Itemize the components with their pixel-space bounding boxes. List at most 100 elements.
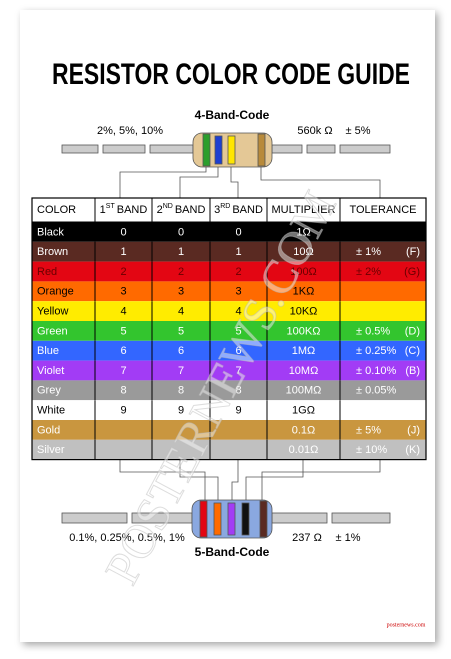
multiplier: 10KΩ	[290, 306, 318, 318]
row-bg	[32, 420, 426, 440]
row-bg	[32, 340, 426, 361]
tolerance: ± 0.05%	[356, 385, 397, 397]
band-digit: 4	[235, 306, 241, 318]
tolerance: ± 2%	[356, 266, 381, 278]
tolerance-code: (J)	[407, 424, 420, 436]
tolerance: ± 10%	[356, 444, 387, 456]
multiplier: 10MΩ	[289, 365, 319, 377]
multiplier: 10Ω	[293, 246, 313, 258]
example-value: 237 Ω	[292, 532, 322, 544]
multiplier: 100MΩ	[286, 385, 322, 397]
header-text: MULTIPLIER	[272, 204, 336, 216]
row-bg	[32, 439, 426, 460]
color-name: Gold	[37, 424, 60, 436]
band-digit: 7	[120, 365, 126, 377]
header-sup: RD	[220, 203, 230, 210]
band-digit: 0	[120, 226, 126, 238]
row-bg	[32, 400, 426, 420]
row-bg	[32, 380, 426, 401]
band-digit: 2	[120, 266, 126, 278]
band-digit: 6	[235, 345, 241, 357]
multiplier: 0.01Ω	[289, 444, 319, 456]
multiplier: 0.1Ω	[292, 424, 316, 436]
band-digit: 8	[178, 385, 184, 397]
row-bg	[32, 222, 426, 242]
tolerance-code: (B)	[405, 365, 420, 377]
band-digit: 1	[178, 246, 184, 258]
header-sup: ND	[163, 203, 173, 210]
row-bg	[32, 321, 426, 341]
row-bg	[32, 301, 426, 321]
tolerance-code: (D)	[405, 325, 420, 337]
band-digit: 3	[178, 286, 184, 298]
color-name: Red	[37, 266, 57, 278]
multiplier: 1MΩ	[292, 345, 316, 357]
tolerance-list: 0.1%, 0.25%, 0.5%, 1%	[69, 532, 185, 544]
color-name: Black	[37, 226, 64, 238]
resistor-5	[61, 499, 391, 539]
band-digit: 5	[235, 325, 241, 337]
title: RESISTOR COLOR CODE GUIDE	[52, 58, 410, 91]
example-tolerance: ± 1%	[336, 532, 361, 544]
band-digit: 0	[178, 226, 184, 238]
tolerance-list: 2%, 5%, 10%	[97, 125, 163, 137]
row-bg	[32, 281, 426, 302]
example-tolerance: ± 5%	[346, 125, 371, 137]
color-name: Yellow	[37, 306, 68, 318]
connectors-bottom	[119, 460, 381, 500]
band-digit: 5	[178, 325, 184, 337]
color-name: Orange	[37, 286, 74, 298]
tolerance-code: (K)	[405, 444, 420, 456]
row-bg	[32, 261, 426, 282]
tolerance-code: (C)	[405, 345, 420, 357]
header-sup: ST	[106, 203, 116, 210]
header-cell	[266, 197, 341, 223]
band-digit: 6	[120, 345, 126, 357]
header-rest: BAND	[117, 204, 148, 216]
color-name: Blue	[37, 345, 59, 357]
color-table: COLOR 1ST BAND 2ND BAND 3RD BAND MULTIPLIER TOLE…	[31, 197, 427, 461]
color-name: Violet	[37, 365, 64, 377]
multiplier: 100KΩ	[287, 325, 321, 337]
band-digit: 3	[120, 286, 126, 298]
band-digit: 9	[235, 405, 241, 417]
header-num: 3	[214, 204, 220, 216]
multiplier: 1Ω	[296, 226, 310, 238]
band-digit: 5	[120, 325, 126, 337]
resistor-4	[61, 132, 391, 168]
header-num: 1	[100, 204, 106, 216]
band-label: 4-Band-Code	[195, 108, 270, 122]
row-bg	[32, 241, 426, 262]
color-name: White	[37, 405, 65, 417]
row-bg	[32, 360, 426, 381]
connectors-top	[119, 167, 381, 198]
band-digit: 2	[235, 266, 241, 278]
tolerance: ± 0.5%	[356, 325, 390, 337]
band-digit: 1	[235, 246, 241, 258]
band-digit: 4	[178, 306, 184, 318]
band-digit: 7	[235, 365, 241, 377]
band-digit: 9	[120, 405, 126, 417]
band-digit: 8	[235, 385, 241, 397]
band-digit: 0	[235, 226, 241, 238]
header-text: COLOR	[37, 204, 76, 216]
band-digit: 1	[120, 246, 126, 258]
tolerance-code: (G)	[404, 266, 420, 278]
band-label: 5-Band-Code	[195, 545, 270, 559]
band-digit: 8	[120, 385, 126, 397]
color-name: Grey	[37, 385, 61, 397]
band-digit: 9	[178, 405, 184, 417]
footer: posternews.com	[387, 622, 426, 628]
multiplier: 1KΩ	[293, 286, 315, 298]
color-name: Silver	[37, 444, 65, 456]
header-text: TOLERANCE	[349, 204, 416, 216]
color-name: Green	[37, 325, 68, 337]
tolerance-code: (F)	[406, 246, 420, 258]
band-digit: 2	[178, 266, 184, 278]
header-cell	[31, 197, 96, 223]
header-rest: BAND	[232, 204, 263, 216]
header-text: 3RD BAND	[214, 203, 263, 216]
header-text: 2ND BAND	[157, 203, 206, 216]
band-digit: 7	[178, 365, 184, 377]
